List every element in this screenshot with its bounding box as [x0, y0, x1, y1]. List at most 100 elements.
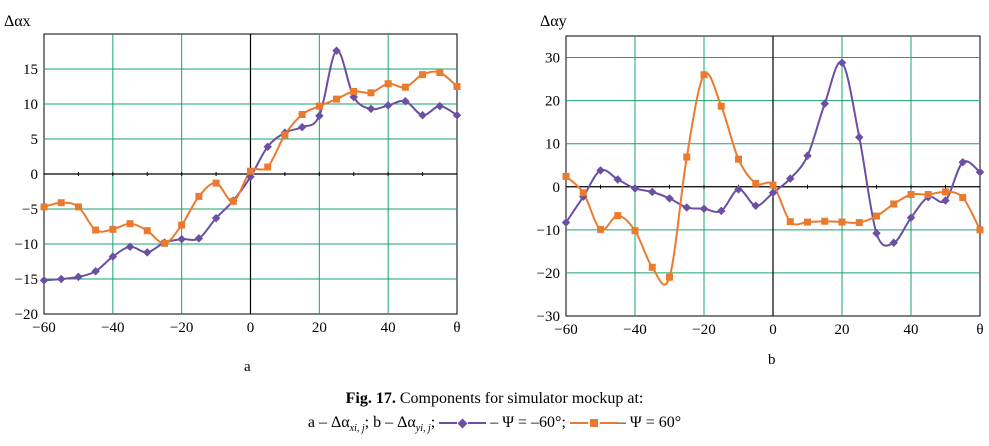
- data-point-square: [959, 194, 967, 202]
- data-point-square: [74, 203, 82, 211]
- x-tick-label: 40: [904, 322, 919, 338]
- data-point-diamond: [366, 104, 376, 114]
- chart-a: −60 −40 −20 0 20 40 θ −20 −15 −10 −5 0 5 10 15 Δαx a: [4, 13, 462, 375]
- y-axis-label-a: Δαx: [4, 13, 31, 30]
- x-tick-label: 40: [381, 320, 396, 336]
- data-point-diamond: [630, 184, 640, 193]
- y-axis-label-b: Δαy: [540, 13, 567, 30]
- data-point-square: [247, 167, 254, 175]
- data-point-diamond: [297, 122, 307, 132]
- data-point-square: [717, 102, 725, 110]
- legend-orange-label: – Ψ = 60°: [617, 414, 682, 431]
- data-point-square: [92, 226, 100, 234]
- data-point-square: [804, 218, 811, 226]
- data-point-square: [631, 227, 639, 235]
- y-tick-label: 10: [23, 97, 38, 113]
- data-point-square: [126, 220, 134, 228]
- y-tick-label: 20: [545, 94, 560, 110]
- data-point-square: [195, 192, 203, 200]
- data-point-diamond: [125, 242, 135, 252]
- data-point-square: [873, 212, 880, 220]
- data-point-diamond: [211, 213, 221, 223]
- x-tick-labels-b: −60 −40 −20 0 20 40 θ: [554, 322, 983, 338]
- data-point-square: [648, 263, 656, 271]
- data-point-square: [890, 200, 898, 208]
- y-tick-label: −15: [15, 272, 38, 288]
- data-point-diamond: [91, 267, 100, 276]
- panel-label-b: b: [768, 352, 776, 368]
- data-point-square: [178, 221, 186, 229]
- figure-caption-line1: Fig. 17. Components for simulator mockup…: [0, 390, 989, 408]
- data-point-square: [160, 239, 168, 247]
- data-point-diamond: [39, 276, 49, 285]
- data-point-square: [752, 179, 760, 187]
- caption-sub-a: xi, j: [349, 423, 365, 434]
- data-point-square: [735, 155, 742, 163]
- data-point-diamond: [648, 187, 657, 197]
- y-tick-label: 0: [31, 167, 39, 183]
- data-point-square: [109, 225, 117, 233]
- data-point-square: [907, 191, 915, 199]
- data-point-square: [597, 225, 604, 233]
- data-point-square: [281, 131, 289, 139]
- y-tick-label: −5: [22, 202, 38, 218]
- data-point-square: [821, 217, 829, 225]
- x-tick-label: 20: [312, 320, 327, 336]
- data-point-diamond: [263, 142, 272, 151]
- caption-title: Components for simulator mockup at:: [395, 390, 644, 407]
- data-point-square: [298, 111, 306, 118]
- data-point-diamond: [177, 234, 186, 244]
- y-tick-label: 10: [545, 137, 560, 153]
- data-point-diamond: [665, 194, 674, 203]
- y-tick-labels-a: −20 −15 −10 −5 0 5 10 15: [15, 62, 38, 323]
- x-tick-labels-a: −60 −40 −20 0 20 40 θ: [32, 320, 460, 336]
- data-point-square: [924, 191, 932, 199]
- data-point-square: [700, 71, 708, 79]
- panel-label-a: a: [244, 359, 251, 375]
- data-point-diamond: [74, 272, 83, 282]
- data-point-diamond: [682, 203, 691, 212]
- data-point-square: [264, 163, 272, 171]
- y-tick-label: 5: [31, 132, 39, 148]
- data-point-square: [384, 80, 392, 88]
- data-point-diamond: [332, 46, 341, 56]
- data-point-square: [40, 203, 48, 211]
- data-point-diamond: [401, 96, 410, 106]
- legend-purple-swatch: [439, 414, 487, 431]
- y-tick-label: −20: [537, 266, 560, 282]
- x-tick-label: −40: [101, 320, 124, 336]
- data-point-square: [350, 87, 358, 95]
- data-point-square: [212, 179, 220, 187]
- caption-part-a: a – Δα: [307, 414, 350, 431]
- series-markers-a: [39, 46, 462, 285]
- data-point-square: [579, 189, 587, 197]
- data-point-diamond: [418, 110, 427, 120]
- y-tick-label: −20: [15, 307, 38, 323]
- caption-sep: ; b – Δα: [364, 414, 416, 431]
- data-point-square: [453, 83, 461, 90]
- axes-b: [565, 36, 981, 316]
- y-tick-label: −10: [537, 223, 560, 239]
- data-point-square: [683, 153, 691, 161]
- data-point-diamond: [315, 111, 324, 121]
- data-point-diamond: [837, 58, 847, 67]
- x-tick-label: −40: [623, 322, 646, 338]
- data-point-diamond: [383, 101, 393, 110]
- y-tick-label: −10: [15, 237, 38, 253]
- data-point-square: [855, 219, 863, 227]
- x-tick-label: −60: [554, 322, 577, 338]
- data-point-square: [976, 226, 984, 234]
- data-point-square: [838, 218, 846, 226]
- caption-after-b: ;: [430, 414, 436, 431]
- x-tick-label: 0: [769, 322, 777, 338]
- x-tick-label: 0: [247, 320, 255, 336]
- data-point-square: [229, 197, 237, 205]
- data-point-square: [942, 188, 949, 196]
- chart-b: −60 −40 −20 0 20 40 θ −30 −20 −10 0 10 20 30 Δαy b: [537, 13, 985, 368]
- data-point-square: [401, 83, 409, 91]
- data-point-diamond: [143, 248, 152, 257]
- data-point-diamond: [452, 110, 462, 120]
- data-point-square: [666, 273, 673, 281]
- y-tick-label: 15: [23, 62, 38, 78]
